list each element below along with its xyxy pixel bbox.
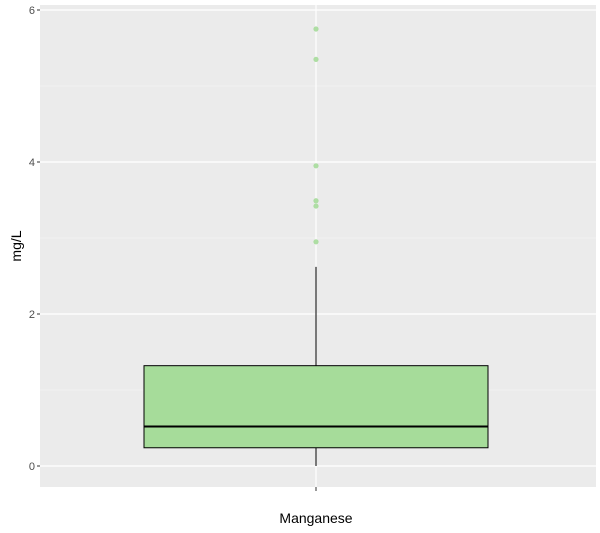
grid xyxy=(40,5,596,487)
outlier-point xyxy=(313,203,319,209)
outlier-point xyxy=(313,239,319,245)
outlier-point xyxy=(313,163,319,169)
outlier-point xyxy=(313,198,319,204)
y-axis-title: mg/L xyxy=(8,230,24,261)
box-plot xyxy=(143,26,489,466)
outlier-point xyxy=(313,56,319,63)
y-tick-label: 2 xyxy=(29,309,35,321)
outlier-point xyxy=(313,26,319,32)
box-iqr xyxy=(143,365,489,449)
y-tick-label: 4 xyxy=(29,157,35,169)
y-tick-label: 0 xyxy=(29,461,35,473)
y-tick-label: 6 xyxy=(29,5,35,17)
x-axis-title: Manganese xyxy=(279,510,352,526)
axes: 0 2 4 6 xyxy=(29,5,317,491)
